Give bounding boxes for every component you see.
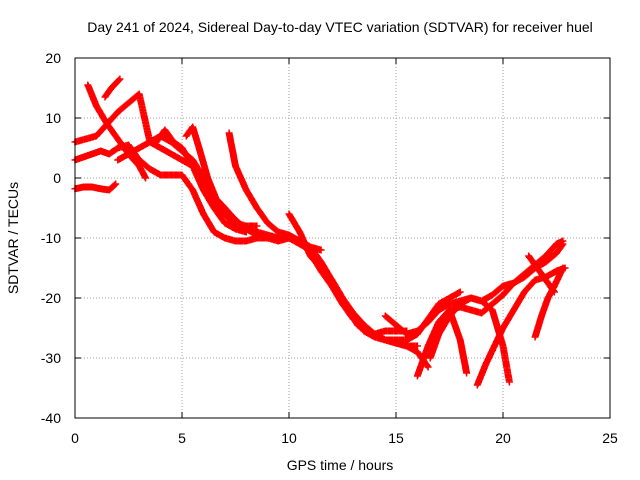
y-tick-label: -20	[41, 290, 61, 306]
series-track-r	[525, 252, 558, 296]
x-tick-label: 25	[602, 430, 618, 446]
x-tick-label: 20	[495, 430, 511, 446]
series-track-e	[101, 75, 124, 101]
series-track-n	[426, 294, 513, 386]
x-tick-label: 0	[71, 430, 79, 446]
x-tick-label: 15	[388, 430, 404, 446]
y-tick-label: 20	[45, 50, 61, 66]
data-series	[71, 75, 569, 389]
x-tick-label: 5	[178, 430, 186, 446]
point-markers	[101, 75, 124, 101]
series-track-c	[71, 180, 120, 194]
y-tick-label: 10	[45, 110, 61, 126]
y-tick-label: 0	[53, 170, 61, 186]
series-track-d	[84, 81, 150, 182]
x-axis-label: GPS time / hours	[287, 457, 394, 473]
grid-lines	[75, 58, 610, 418]
x-tick-label: 10	[281, 430, 297, 446]
y-tick-label: -40	[41, 410, 61, 426]
axis-ticks: 0 5 10 15 20 25 -40 -30 -20 -10 0 10 20	[41, 50, 618, 446]
point-markers	[525, 252, 558, 296]
y-tick-label: -10	[41, 230, 61, 246]
series-track-g	[152, 126, 250, 236]
point-markers	[152, 126, 250, 236]
point-markers	[71, 180, 120, 194]
series-track-o	[435, 306, 471, 377]
point-markers	[84, 81, 150, 182]
chart-title: Day 241 of 2024, Sidereal Day-to-day VTE…	[87, 19, 593, 35]
series-track-p	[473, 264, 569, 389]
point-markers	[426, 294, 513, 386]
point-markers	[473, 264, 569, 389]
point-markers	[435, 306, 471, 377]
y-axis-label: SDTVAR / TECUs	[5, 182, 21, 294]
y-tick-label: -30	[41, 350, 61, 366]
